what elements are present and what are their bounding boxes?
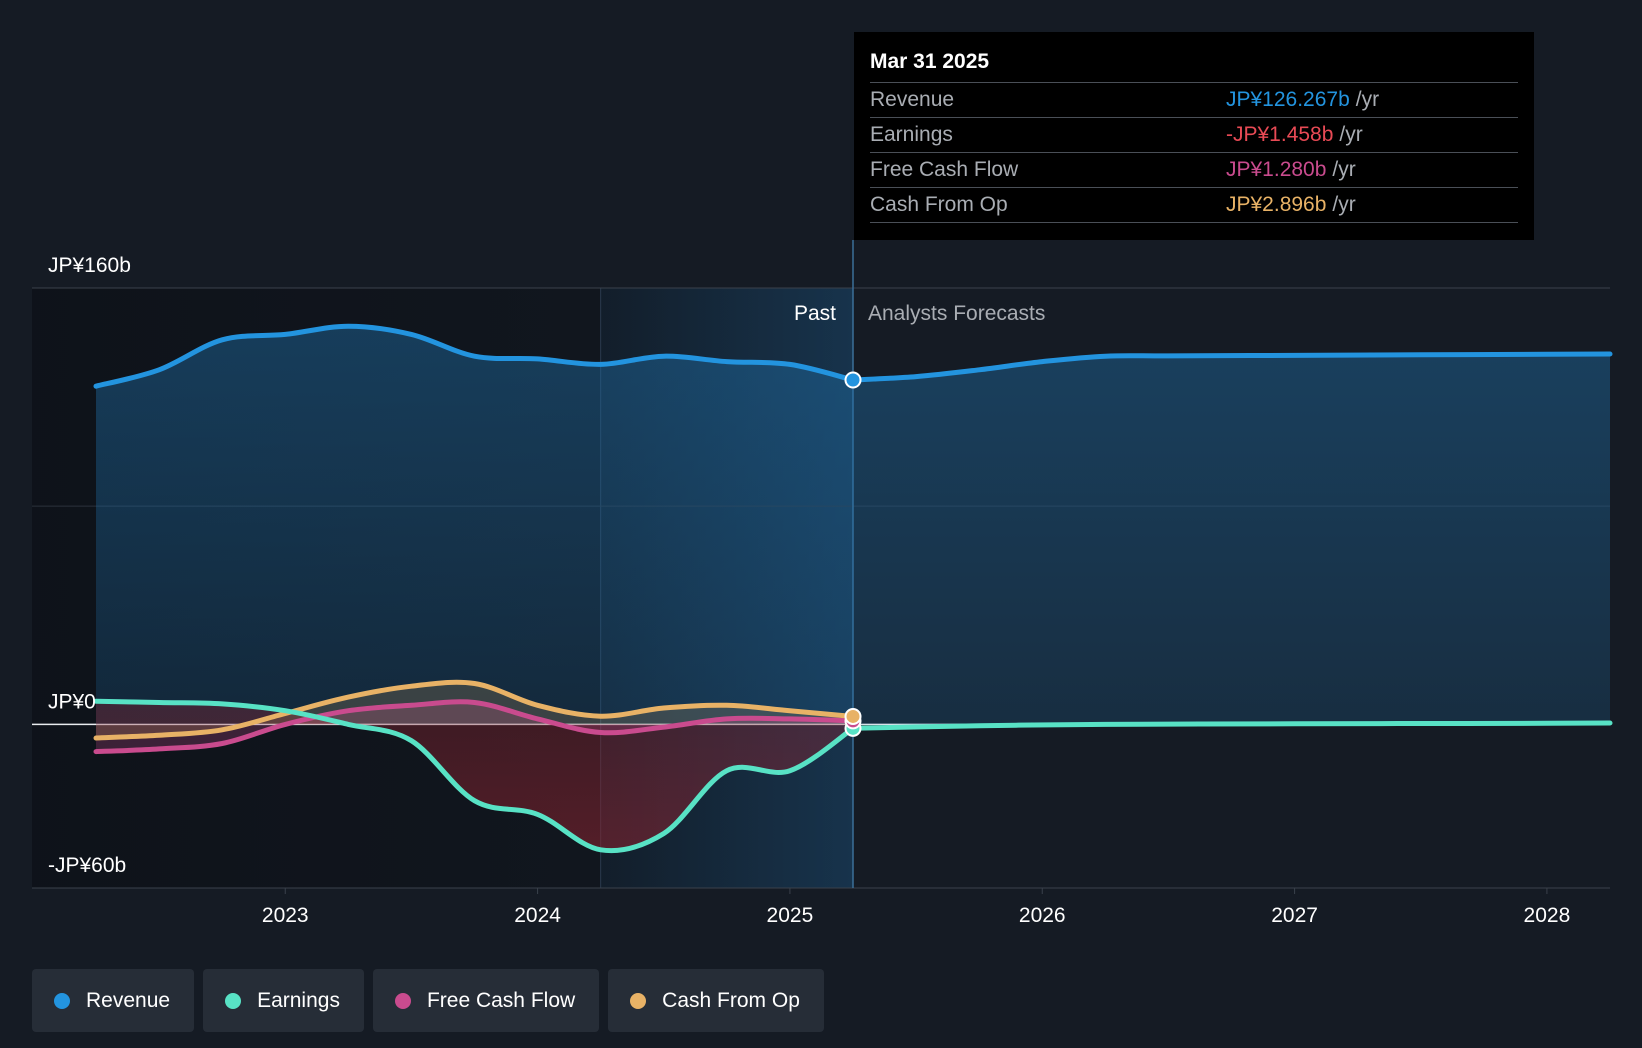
tooltip-row-cash-from-op: Cash From Op JP¥2.896b/yr — [870, 188, 1518, 223]
tooltip-row-value: JP¥1.280b — [1226, 158, 1327, 181]
y-axis-label: -JP¥60b — [48, 854, 126, 877]
tooltip-row-unit: /yr — [1355, 88, 1380, 111]
revenue-line — [93, 323, 856, 389]
legend: Revenue Earnings Free Cash Flow Cash From O… — [32, 969, 824, 1032]
earnings-forecast-line — [850, 720, 1613, 731]
tooltip-row-unit: /yr — [1332, 193, 1356, 216]
tooltip-row-value: -JP¥1.458b — [1226, 123, 1334, 146]
tooltip-row-value: JP¥126.267b — [1226, 88, 1350, 111]
legend-label: Earnings — [257, 988, 340, 1012]
tooltip-row-free-cash-flow: Free Cash Flow JP¥1.280b/yr — [870, 153, 1518, 188]
legend-item-cash-from-op[interactable]: Cash From Op — [608, 969, 824, 1032]
x-tick-label: 2028 — [1524, 904, 1571, 927]
free-cash-flow-line — [93, 699, 856, 755]
earnings-area — [96, 701, 853, 851]
x-tick-label: 2025 — [767, 904, 814, 927]
tooltip: Mar 31 2025 Revenue JP¥126.267b/yr Earning… — [854, 32, 1534, 240]
legend-item-free-cash-flow[interactable]: Free Cash Flow — [372, 969, 600, 1032]
legend-item-revenue[interactable]: Revenue — [32, 969, 195, 1032]
y-axis-label: JP¥0 — [48, 690, 96, 713]
x-tick-label: 2027 — [1271, 904, 1318, 927]
cash-from-op-line — [93, 679, 856, 741]
legend-dot-icon — [394, 992, 411, 1009]
tooltip-row-name: Earnings — [870, 123, 953, 146]
legend-dot-icon — [225, 992, 242, 1009]
tooltip-row-revenue: Revenue JP¥126.267b/yr — [870, 83, 1518, 118]
tooltip-row-unit: /yr — [1332, 158, 1356, 181]
tooltip-row-name: Revenue — [870, 88, 955, 111]
legend-label: Free Cash Flow — [426, 988, 576, 1012]
tooltip-row-earnings: Earnings -JP¥1.458b/yr — [870, 118, 1518, 153]
legend-dot-icon — [630, 992, 647, 1009]
revenue-forecast-line — [850, 351, 1613, 383]
tooltip-date: Mar 31 2025 — [870, 46, 1518, 83]
revenue-marker[interactable] — [844, 371, 862, 389]
x-tick-label: 2024 — [514, 904, 561, 927]
y-axis-label: JP¥160b — [48, 254, 131, 277]
cash-from-op-marker[interactable] — [844, 707, 862, 725]
forecast-label: Analysts Forecasts — [868, 302, 1045, 325]
legend-label: Cash From Op — [662, 988, 800, 1012]
legend-item-earnings[interactable]: Earnings — [203, 969, 364, 1032]
legend-label: Revenue — [86, 988, 171, 1012]
legend-dot-icon — [54, 992, 70, 1009]
tooltip-row-name: Free Cash Flow — [870, 158, 1019, 181]
x-tick-label: 2026 — [1019, 904, 1066, 927]
tooltip-row-unit: /yr — [1339, 123, 1363, 146]
revenue-area — [96, 326, 1610, 725]
x-tick-label: 2023 — [262, 904, 309, 927]
past-label: Past — [794, 302, 836, 325]
tooltip-row-name: Cash From Op — [870, 193, 1008, 216]
tooltip-row-value: JP¥2.896b — [1226, 193, 1327, 216]
earnings-line — [93, 698, 856, 854]
